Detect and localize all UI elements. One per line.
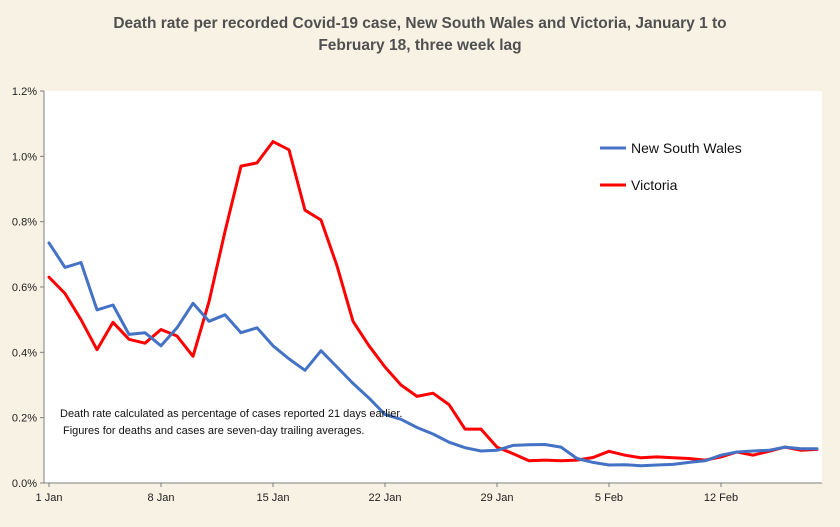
x-tick-label: 5 Feb: [595, 492, 623, 504]
annotation-line-2: Figures for deaths and cases are seven-d…: [63, 425, 364, 437]
x-tick-label: 29 Jan: [480, 492, 513, 504]
annotation-line-1: Death rate calculated as percentage of c…: [60, 408, 402, 420]
y-axis: 0.0% 0.2% 0.4% 0.6% 0.8% 1.0% 1.2%: [12, 86, 45, 490]
x-tick-label: 22 Jan: [368, 492, 401, 504]
legend: New South Wales Victoria: [600, 140, 742, 193]
y-tick-label: 0.0%: [12, 478, 37, 490]
series-line-victoria: [47, 140, 819, 463]
chart-title-line-2: February 18, three week lag: [318, 37, 521, 54]
chart-title-line-1: Death rate per recorded Covid-19 case, N…: [113, 15, 726, 32]
x-tick-label: 15 Jan: [256, 492, 289, 504]
x-tick-label: 12 Feb: [704, 492, 738, 504]
x-tick-label: 8 Jan: [148, 492, 175, 504]
legend-label-victoria: Victoria: [631, 177, 678, 193]
y-tick-label: 0.2%: [12, 413, 37, 425]
y-tick-label: 0.6%: [12, 282, 37, 294]
legend-label-new-south-wales: New South Wales: [631, 140, 742, 156]
y-tick-label: 1.2%: [12, 86, 37, 98]
y-tick-label: 0.4%: [12, 347, 37, 359]
y-tick-label: 1.0%: [12, 151, 37, 163]
x-axis: 1 Jan 8 Jan 15 Jan 22 Jan 29 Jan 5 Feb 12 Feb: [36, 482, 822, 504]
plot-area: [44, 91, 822, 483]
x-tick-label: 1 Jan: [36, 492, 63, 504]
y-tick-label: 0.8%: [12, 217, 37, 229]
series-line-new-south-wales: [47, 241, 819, 468]
series-layer: [47, 140, 819, 468]
